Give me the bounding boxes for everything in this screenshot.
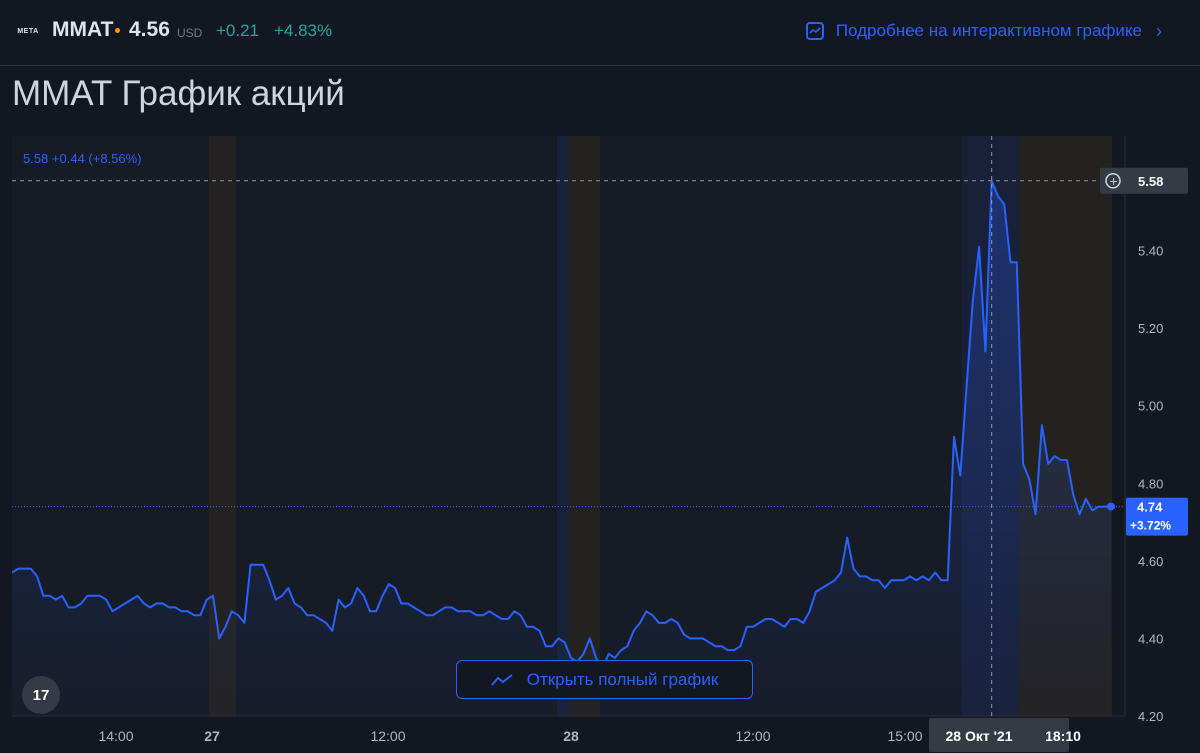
chart-legend: 5.58 +0.44 (+8.56%): [23, 151, 142, 166]
price-change-percent: +4.83%: [274, 21, 333, 40]
trend-icon: [490, 673, 513, 687]
y-tick-label: 5.40: [1138, 244, 1163, 259]
session-band-2: [569, 136, 600, 716]
chart-icon: [805, 22, 824, 40]
logo-text: META: [17, 27, 39, 35]
last-point-dot: [1107, 502, 1115, 511]
y-tick-label: 4.80: [1138, 476, 1163, 491]
company-logo: META: [13, 19, 43, 43]
x-tick-label: 18:10: [1045, 728, 1081, 744]
chart-svg[interactable]: 4.20 4.40 4.60 4.80 5.00 5.20 5.40 + 5.58 4.74 +3.…: [12, 136, 1200, 753]
x-tick-label: 12:00: [370, 728, 405, 744]
open-full-chart-label: Открыть полный график: [526, 669, 719, 689]
market-status-dot: [115, 28, 120, 33]
crosshair-price-box: [1100, 167, 1188, 194]
y-tick-label: 5.20: [1138, 321, 1163, 336]
last-price-box: [1126, 497, 1188, 536]
top-bar: META MMAT 4.56 USD +0.21 +4.83% Подробне…: [0, 0, 1200, 66]
open-full-chart-button[interactable]: Открыть полный график: [456, 660, 753, 699]
currency-label: USD: [177, 26, 203, 40]
y-tick-label: 4.60: [1138, 554, 1163, 569]
session-band-1: [557, 136, 569, 716]
chevron-right-icon: ›: [1156, 20, 1162, 41]
y-tick-label: 4.40: [1138, 631, 1163, 646]
tradingview-logo[interactable]: 17: [22, 676, 60, 714]
x-tick-label: 28: [563, 728, 579, 744]
y-tick-label: 4.20: [1138, 709, 1163, 724]
page-title: MMAT График акций: [12, 74, 345, 113]
x-tick-label: 28 Окт '21: [945, 728, 1012, 744]
x-tick-label: 12:00: [735, 728, 770, 744]
x-tick-label: 15:00: [887, 728, 922, 744]
alarm-clock-icon: [1105, 173, 1121, 189]
y-tick-label: 5.00: [1138, 399, 1163, 414]
alarm-plus-glyph: +: [1109, 175, 1118, 188]
price-line: [12, 179, 1111, 671]
price-chart[interactable]: 4.20 4.40 4.60 4.80 5.00 5.20 5.40 +5.58 4.74 +3.…: [12, 136, 1200, 753]
current-price: 4.56: [129, 18, 170, 41]
last-change-label: +3.72%: [1130, 519, 1171, 533]
ticker-symbol[interactable]: MMAT: [52, 18, 114, 41]
price-change: +0.21: [216, 21, 260, 40]
interactive-chart-link-label: Подробнее на интерактивном графике: [835, 21, 1142, 40]
interactive-chart-link[interactable]: Подробнее на интерактивном графике ›: [805, 18, 1162, 44]
x-tick-label: 27: [204, 728, 220, 744]
x-tick-label: 14:00: [98, 728, 133, 744]
last-price-label: 4.74: [1137, 500, 1163, 515]
crosshair-price-label: 5.58: [1138, 174, 1163, 189]
crosshair-time-box: [929, 718, 1069, 752]
price-area: [12, 180, 1111, 717]
